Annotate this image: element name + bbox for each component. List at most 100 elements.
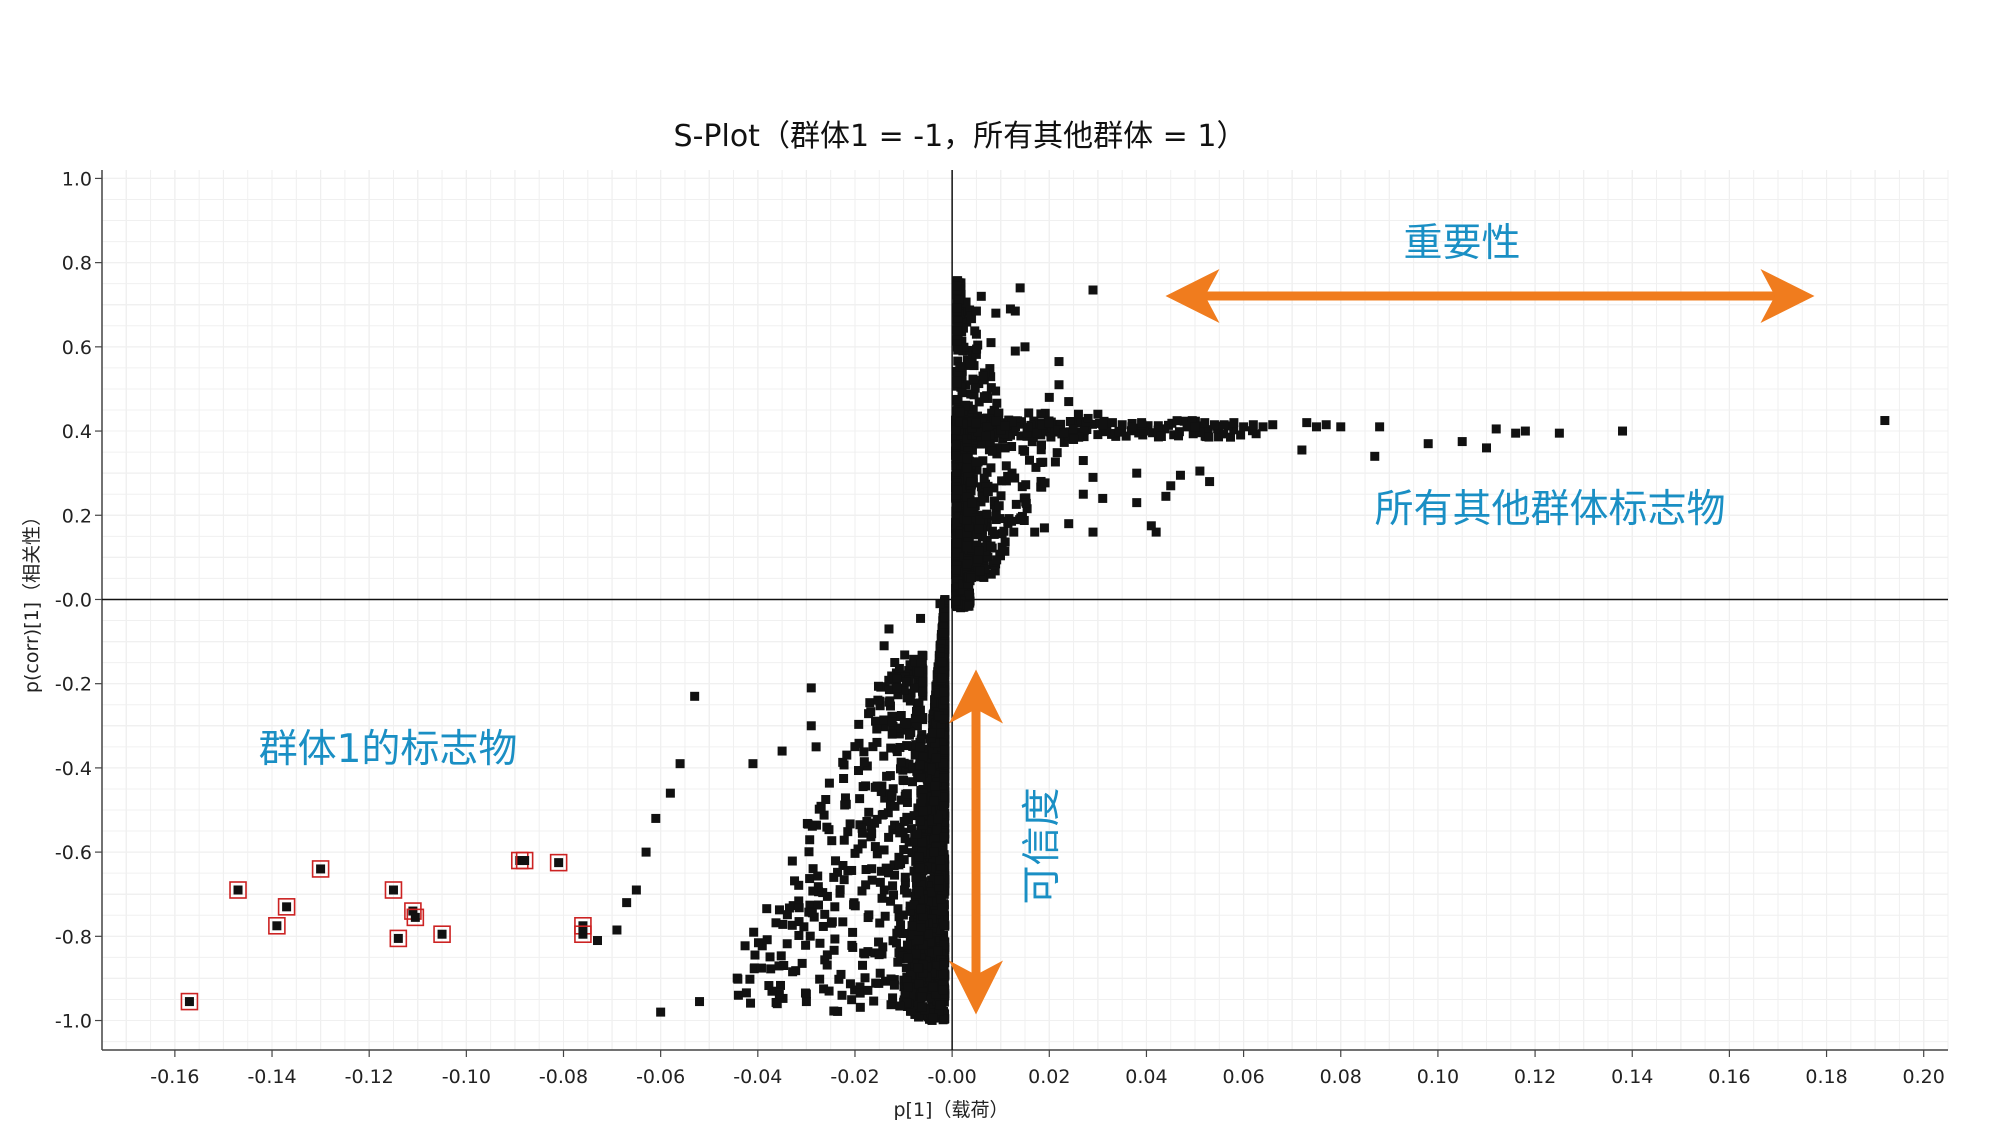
cloud-point <box>884 868 894 878</box>
cloud-point <box>886 896 896 906</box>
cloud-point <box>970 383 980 393</box>
cloud-point <box>952 519 962 529</box>
cloud-point <box>989 405 999 415</box>
cloud-point <box>1195 428 1205 438</box>
cloud-point <box>895 822 905 832</box>
cloud-point <box>992 555 1002 565</box>
cloud-point <box>924 792 934 802</box>
cloud-point <box>939 832 949 842</box>
scatter-point <box>1554 428 1564 438</box>
cloud-point <box>878 809 888 819</box>
x-tick-label: -0.16 <box>150 1066 199 1088</box>
scatter-point <box>976 291 986 301</box>
scatter-point <box>1088 472 1098 482</box>
cloud-point <box>805 931 815 941</box>
cloud-point <box>860 949 870 959</box>
cloud-point <box>1021 480 1031 490</box>
cloud-point <box>859 747 869 757</box>
cloud-point <box>820 955 830 965</box>
cloud-point <box>991 511 1001 521</box>
cloud-point <box>901 719 911 729</box>
cloud-point <box>889 861 899 871</box>
cloud-point <box>894 912 904 922</box>
cloud-point <box>974 379 984 389</box>
scatter-point <box>1039 523 1049 533</box>
cloud-point <box>917 1002 927 1012</box>
cloud-point <box>874 937 884 947</box>
cloud-point <box>938 792 948 802</box>
cloud-point <box>881 976 891 986</box>
scatter-point <box>695 997 705 1007</box>
cloud-point <box>964 522 974 532</box>
cloud-point <box>920 1010 930 1020</box>
cloud-point <box>966 311 976 321</box>
scatter-point <box>1205 477 1215 487</box>
cloud-point <box>1076 417 1086 427</box>
cloud-point <box>887 729 897 739</box>
cloud-point <box>879 722 889 732</box>
scatter-point <box>1482 443 1491 453</box>
cloud-point <box>1214 432 1224 442</box>
cloud-point <box>933 904 943 914</box>
cloud-point <box>888 721 898 731</box>
y-tick-label: -0.0 <box>55 589 92 611</box>
cloud-point <box>952 336 962 346</box>
cloud-point <box>937 673 947 683</box>
cloud-point <box>1052 448 1062 458</box>
x-tick-label: 0.04 <box>1125 1066 1167 1088</box>
scatter-point <box>1098 493 1108 503</box>
cloud-point <box>1195 421 1205 431</box>
cloud-point <box>1036 426 1046 436</box>
cloud-point <box>910 657 920 667</box>
cloud-point <box>987 446 997 456</box>
x-tick-label: -0.00 <box>928 1066 977 1088</box>
cloud-point <box>859 757 869 767</box>
cloud-point <box>1000 546 1010 556</box>
cloud-point <box>1219 429 1229 439</box>
cloud-point <box>874 978 884 988</box>
cloud-point <box>1020 446 1030 456</box>
scatter-point <box>1093 409 1103 419</box>
cloud-point <box>951 596 961 606</box>
cloud-point <box>818 921 828 931</box>
cloud-point <box>784 903 794 913</box>
cloud-point <box>800 988 810 998</box>
cloud-point <box>845 979 855 989</box>
cloud-point <box>794 930 804 940</box>
cloud-point <box>867 875 877 885</box>
cloud-point <box>824 825 834 835</box>
cloud-point <box>935 1000 945 1010</box>
cloud-point <box>951 565 961 575</box>
cloud-point <box>986 372 996 382</box>
cloud-point <box>875 918 885 928</box>
scatter-point <box>1151 527 1161 537</box>
cloud-point <box>782 910 792 920</box>
cloud-point <box>875 877 885 887</box>
cloud-point <box>902 693 912 703</box>
scatter-point <box>1297 445 1307 455</box>
cloud-point <box>905 906 915 916</box>
cloud-point <box>983 552 993 562</box>
cloud-point <box>771 918 781 928</box>
cloud-point <box>898 827 908 837</box>
scatter-point <box>879 641 889 651</box>
y-tick-label: 0.4 <box>62 421 92 443</box>
cloud-point <box>1001 461 1011 471</box>
cloud-point <box>1059 428 1069 438</box>
cloud-point <box>953 394 963 404</box>
cloud-point <box>876 787 886 797</box>
y-tick-label: -0.2 <box>55 674 92 696</box>
cloud-point <box>933 814 943 824</box>
scatter-point <box>1618 426 1628 436</box>
cloud-point <box>912 829 922 839</box>
cloud-point <box>1065 416 1075 426</box>
cloud-point <box>935 728 945 738</box>
cloud-point <box>914 979 924 989</box>
grid <box>101 170 1949 1050</box>
scatter-point <box>1132 468 1142 478</box>
highlight-box <box>229 881 247 899</box>
cloud-point <box>936 861 946 871</box>
cloud-point <box>964 590 974 600</box>
cloud-point <box>927 801 937 811</box>
scatter-point <box>1073 409 1083 419</box>
